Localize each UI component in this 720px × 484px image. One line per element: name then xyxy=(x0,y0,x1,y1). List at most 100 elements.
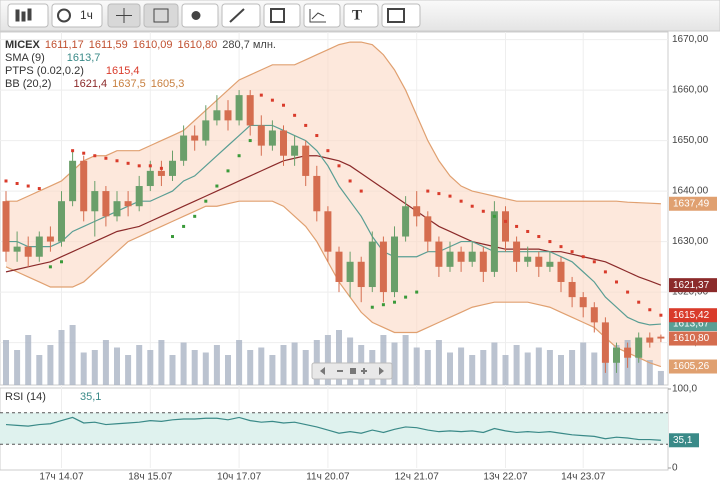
volume-bar xyxy=(102,340,109,385)
scroller[interactable] xyxy=(311,362,393,380)
sar-dot xyxy=(270,98,274,102)
legend-value: 280,7 млн. xyxy=(222,39,276,51)
value-tag-label: 1610,80 xyxy=(673,333,710,344)
candle-body xyxy=(557,261,565,282)
volume-bar xyxy=(558,355,564,385)
line-tool-button[interactable] xyxy=(221,3,261,28)
candle-body xyxy=(46,236,54,242)
rsi-band xyxy=(0,412,668,445)
sar-dot xyxy=(237,154,241,158)
value-tag-label: 1615,42 xyxy=(673,310,710,321)
candle-body xyxy=(379,241,387,293)
volume-bar xyxy=(158,340,165,385)
volume-bar xyxy=(3,340,9,385)
legend-value: 1637,5 xyxy=(112,78,146,90)
sar-dot xyxy=(282,103,285,107)
volume-bar xyxy=(225,355,231,385)
sar-dot xyxy=(26,184,30,188)
candle-body xyxy=(391,236,398,293)
sar-dot xyxy=(381,303,385,307)
value-tag-label: 1613,67 xyxy=(673,319,710,330)
candle-body xyxy=(446,251,454,267)
text-tool-button[interactable] xyxy=(343,3,379,28)
sar-dot xyxy=(93,154,97,158)
candle-body xyxy=(235,95,243,121)
rsi-tick-label: 100,0 xyxy=(672,384,697,395)
candle-body xyxy=(180,135,188,161)
candle-body xyxy=(490,211,498,272)
icon xyxy=(27,8,32,21)
legend-name: MICEX xyxy=(5,39,41,51)
sar-dot xyxy=(104,156,108,160)
sar-dot xyxy=(626,290,630,294)
candle-body xyxy=(169,160,176,176)
value-tag xyxy=(669,331,717,346)
sar-dot xyxy=(415,290,419,294)
sar-dot xyxy=(293,113,297,117)
x-tick-label: 13ч 22.07 xyxy=(483,472,528,483)
sar-dot xyxy=(393,300,396,304)
x-tick-label: 11ч 20.07 xyxy=(306,472,350,483)
sar-dot xyxy=(315,134,319,138)
sar-dot xyxy=(248,139,252,143)
volume-bar xyxy=(480,350,487,385)
box-button[interactable] xyxy=(143,3,179,28)
sar-dot xyxy=(326,149,330,153)
volume-bar xyxy=(80,352,87,385)
volume-bar xyxy=(302,350,309,385)
sar-dot xyxy=(126,161,130,165)
zoom-out xyxy=(337,370,343,372)
sar-dot xyxy=(603,270,607,274)
interval-label: 1ч xyxy=(80,8,93,22)
rsi-name: RSI (14) xyxy=(5,391,46,403)
volume-bar xyxy=(202,352,209,385)
volume-bar xyxy=(169,355,176,385)
volume-bar xyxy=(657,370,664,385)
candle-body xyxy=(13,246,21,252)
sar-dot xyxy=(526,229,530,233)
candle-body xyxy=(191,135,199,141)
legend-value: 1610,09 xyxy=(133,39,173,51)
sar-dot xyxy=(182,224,186,228)
candle-body xyxy=(635,337,643,358)
sar-dot xyxy=(115,159,119,163)
interval-button[interactable] xyxy=(51,3,103,28)
sar-dot xyxy=(4,179,8,183)
rsi-tick-label: 0 xyxy=(672,463,678,474)
sar-dot xyxy=(71,149,75,153)
volume-bar xyxy=(491,342,498,385)
volume-bar xyxy=(635,357,642,385)
candle-body xyxy=(335,251,343,282)
volume-bar xyxy=(502,355,509,385)
sar-dot xyxy=(470,204,474,208)
candle-body xyxy=(357,261,365,288)
shape-tool-button[interactable] xyxy=(263,3,301,28)
volume-bar xyxy=(580,342,587,385)
volume-bar xyxy=(380,335,387,385)
volume-bar xyxy=(458,347,465,385)
indicator-line xyxy=(5,200,662,368)
candle-body xyxy=(457,251,465,262)
volume-bar xyxy=(546,350,553,385)
value-tag-label: 1605,26 xyxy=(673,361,710,372)
volume-bar xyxy=(213,345,220,385)
value-tag xyxy=(669,196,717,211)
x-tick-label: 17ч 14.07 xyxy=(39,472,84,483)
sar-dot xyxy=(48,265,52,269)
y-tick-label: 1650,00 xyxy=(672,135,709,146)
sar-dot xyxy=(159,166,163,170)
sar-dot xyxy=(570,250,574,254)
y-tick-label: 1620,00 xyxy=(672,287,709,298)
candle-body xyxy=(435,241,443,267)
legend-value: 1611,59 xyxy=(89,39,128,51)
value-tag-label: 35,1 xyxy=(673,435,693,446)
legend-value: 1621,4 xyxy=(73,78,107,90)
volume-bar xyxy=(347,337,354,385)
sar-dot xyxy=(148,164,152,168)
volume-bar xyxy=(591,352,598,385)
volume-bar xyxy=(180,342,187,385)
icon xyxy=(311,12,325,20)
legend-value: 1611,17 xyxy=(45,39,84,51)
candle-body xyxy=(424,216,432,242)
candle-body xyxy=(613,347,620,363)
